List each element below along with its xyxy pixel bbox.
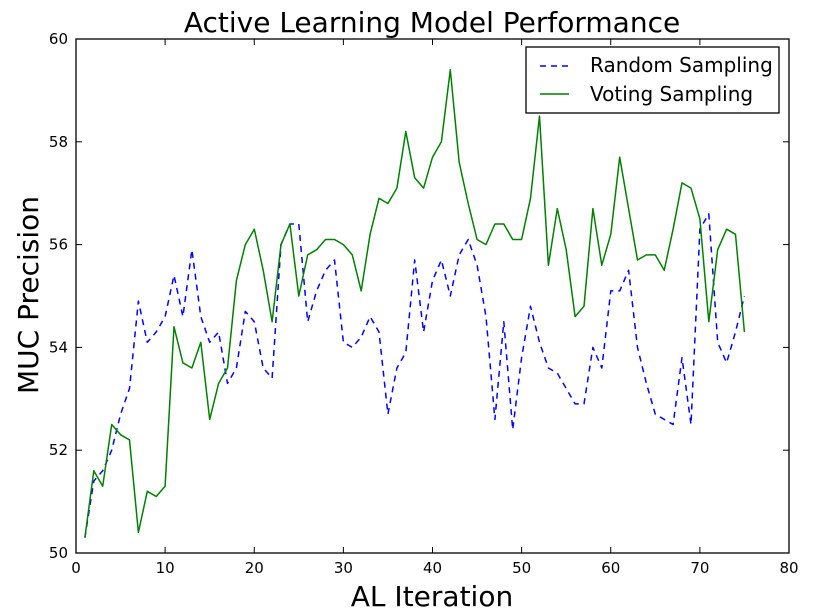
y-tick-label: 60 xyxy=(49,30,68,48)
y-tick-label: 50 xyxy=(49,544,68,562)
y-tick-label: 52 xyxy=(49,441,68,459)
series-line-random-sampling xyxy=(84,213,746,538)
y-tick-label: 56 xyxy=(49,236,68,254)
plot-area: 0 10 20 30 40 50 60 70 80 50 52 54 56 58 60 xyxy=(49,30,799,577)
y-tick-label: 58 xyxy=(49,133,68,151)
x-tick-label: 50 xyxy=(512,559,531,577)
x-tick-label: 0 xyxy=(71,559,81,577)
x-tick-label: 20 xyxy=(245,559,264,577)
x-axis-label: AL Iteration xyxy=(351,580,513,613)
series-line-voting-sampling xyxy=(84,69,746,538)
legend-label-random-sampling: Random Sampling xyxy=(590,53,773,77)
y-axis-label: MUC Precision xyxy=(12,196,45,394)
x-tick-label: 60 xyxy=(601,559,620,577)
legend-label-voting-sampling: Voting Sampling xyxy=(590,82,753,106)
plot-frame xyxy=(75,38,790,554)
x-tick-label: 40 xyxy=(423,559,442,577)
x-tick-label: 10 xyxy=(156,559,175,577)
y-tick-label: 54 xyxy=(49,338,68,356)
legend: Random Sampling Voting Sampling xyxy=(525,46,780,114)
x-tick-label: 70 xyxy=(690,559,709,577)
x-tick-label: 30 xyxy=(334,559,353,577)
chart-title: Active Learning Model Performance xyxy=(184,6,680,39)
x-tick-label: 80 xyxy=(779,559,798,577)
